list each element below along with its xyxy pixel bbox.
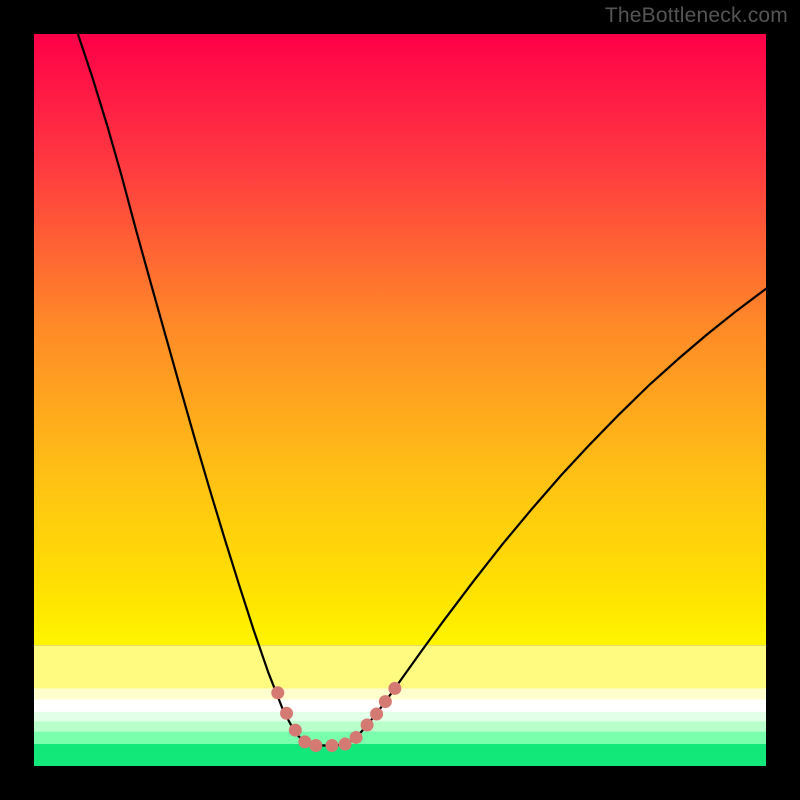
- highlight-dot: [325, 739, 338, 752]
- highlight-dot: [339, 738, 352, 751]
- highlight-dot: [309, 739, 322, 752]
- highlight-dot: [370, 708, 383, 721]
- highlight-dot: [388, 682, 401, 695]
- highlight-dots: [271, 682, 401, 752]
- bottleneck-chart: [34, 34, 766, 766]
- highlight-dot: [350, 731, 363, 744]
- highlight-dot: [361, 719, 374, 732]
- highlight-dot: [271, 686, 284, 699]
- plot-area: [34, 34, 766, 766]
- highlight-dot: [289, 724, 302, 737]
- highlight-dot: [280, 707, 293, 720]
- watermark-text: TheBottleneck.com: [605, 4, 788, 28]
- bottleneck-curve: [78, 34, 766, 746]
- highlight-dot: [379, 695, 392, 708]
